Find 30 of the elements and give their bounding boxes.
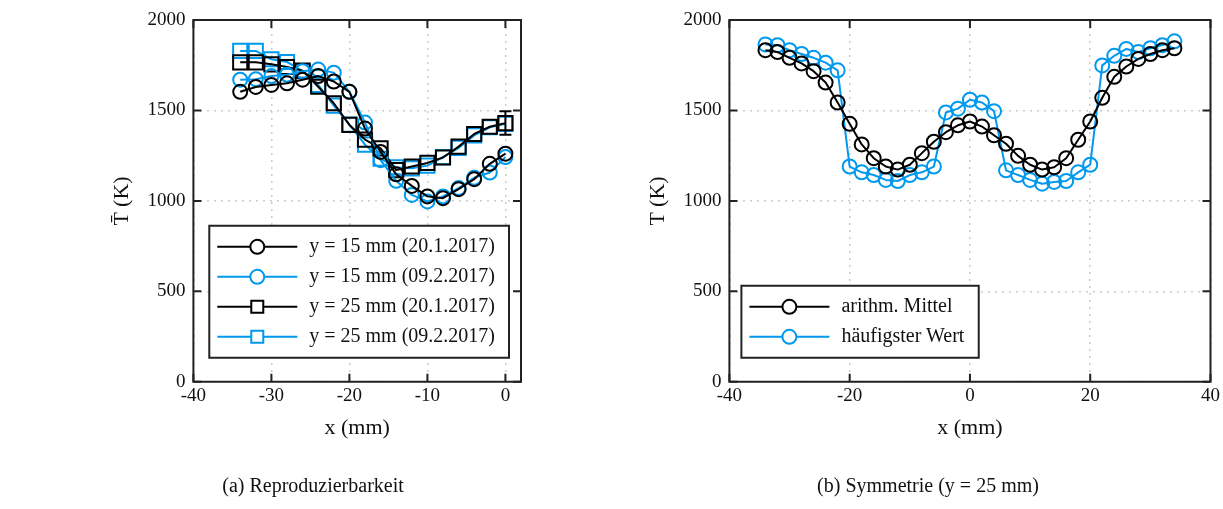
y-tick-label: 2000 (147, 7, 186, 29)
y-tick-label: 1000 (147, 188, 186, 210)
y-tick-label: 1500 (683, 98, 722, 120)
y-tick-label: 2000 (683, 7, 722, 29)
x-tick-label: 20 (1080, 384, 1100, 406)
legend-label: y = 25 mm (09.2.2017) (309, 324, 496, 348)
x-axis-title: x (mm) (937, 413, 1003, 439)
y-tick-label: 500 (156, 279, 186, 301)
x-tick-label: -10 (414, 384, 441, 406)
x-tick-label: 40 (1201, 384, 1220, 406)
legend-label: y = 15 mm (09.2.2017) (309, 264, 496, 288)
y-tick-label: 500 (692, 279, 722, 301)
x-axis-title: x (mm) (324, 413, 390, 439)
x-tick-label: -30 (258, 384, 285, 406)
legend-label: y = 15 mm (20.1.2017) (309, 234, 496, 258)
legend-label: y = 25 mm (20.1.2017) (309, 294, 496, 318)
text: (a) Reproduzierbarkeit (222, 474, 405, 498)
text: (b) Symmetrie (y = 25 mm) (817, 474, 1039, 498)
y-tick-label: 0 (711, 369, 722, 391)
x-tick-label: 0 (500, 384, 511, 406)
y-axis-title: T̄ (K) (107, 176, 133, 226)
y-tick-label: 1000 (683, 188, 722, 210)
legend-label: häufigster Wert (841, 324, 965, 348)
x-tick-label: -20 (336, 384, 363, 406)
y-tick-label: 0 (175, 369, 186, 391)
x-tick-label: -20 (837, 384, 863, 406)
x-tick-label: 0 (965, 384, 975, 406)
y-axis-title: T (K) (643, 176, 669, 226)
legend-label: arithm. Mittel (841, 294, 953, 317)
y-tick-label: 1500 (147, 98, 186, 120)
